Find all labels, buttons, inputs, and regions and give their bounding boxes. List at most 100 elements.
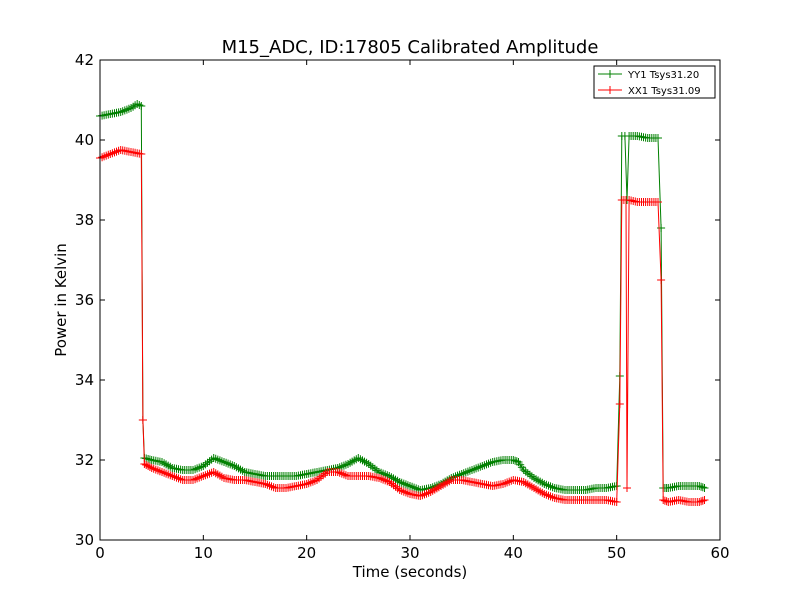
data-point	[536, 487, 545, 496]
data-point	[445, 477, 454, 486]
data-point	[341, 471, 350, 480]
data-point	[213, 470, 222, 479]
data-point	[213, 455, 222, 464]
data-point	[217, 472, 226, 481]
legend-label: XX1 Tsys31.09	[628, 86, 701, 97]
chart-title: M15_ADC, ID:17805 Calibrated Amplitude	[222, 37, 599, 58]
data-point	[416, 492, 425, 500]
data-point	[375, 474, 383, 482]
data-point	[441, 479, 450, 488]
data-point	[129, 102, 138, 111]
data-point	[381, 476, 390, 485]
data-point	[540, 480, 549, 488]
data-point	[364, 460, 373, 468]
data-point	[168, 472, 177, 480]
data-point	[377, 474, 386, 483]
data-point	[439, 480, 448, 489]
data-point	[437, 482, 445, 490]
x-tick-label: 60	[710, 544, 729, 562]
data-point	[197, 462, 206, 471]
data-point	[317, 472, 326, 481]
data-point	[519, 478, 528, 486]
data-point	[211, 454, 220, 463]
legend: YY1 Tsys31.20 XX1 Tsys31.09	[593, 65, 716, 99]
data-point	[308, 477, 317, 486]
data-point	[521, 467, 530, 476]
data-point	[532, 475, 541, 484]
data-point	[147, 464, 156, 472]
data-point	[459, 469, 468, 478]
data-point	[461, 468, 470, 477]
data-point	[426, 488, 435, 496]
x-tick-label: 50	[607, 544, 626, 562]
data-point	[654, 134, 662, 142]
data-point	[654, 198, 662, 206]
data-point	[700, 496, 709, 504]
data-point	[226, 460, 235, 469]
data-point	[232, 463, 241, 472]
data-point	[228, 461, 237, 470]
data-point	[162, 469, 171, 478]
x-axis-label: Time (seconds)	[352, 563, 468, 581]
data-point	[201, 471, 210, 480]
data-point	[191, 475, 200, 484]
data-point	[391, 482, 400, 491]
data-point	[195, 463, 204, 472]
data-point	[424, 488, 433, 497]
y-tick-label: 30	[75, 531, 94, 549]
data-point	[465, 466, 474, 475]
data-point	[195, 473, 204, 482]
data-point	[519, 466, 528, 474]
data-point	[532, 485, 541, 494]
data-point	[430, 485, 439, 494]
data-point	[172, 473, 181, 482]
data-point	[193, 474, 202, 483]
data-point	[486, 458, 495, 467]
data-point	[341, 460, 350, 469]
data-point	[310, 476, 319, 485]
data-point	[544, 481, 553, 490]
data-point	[164, 470, 173, 479]
data-point	[158, 458, 166, 466]
data-point	[534, 476, 543, 485]
data-point	[499, 480, 507, 488]
data-point	[189, 466, 197, 474]
data-point	[501, 479, 510, 488]
data-point	[538, 488, 547, 497]
data-point	[410, 483, 419, 492]
data-point	[546, 482, 555, 491]
data-point	[306, 478, 315, 487]
data-point	[527, 472, 536, 481]
data-point	[122, 105, 131, 114]
data-point	[540, 490, 549, 498]
data-point	[315, 474, 324, 483]
data-point	[395, 486, 404, 494]
data-point	[395, 478, 404, 486]
data-point	[265, 481, 274, 490]
data-point	[383, 477, 392, 486]
data-point	[358, 456, 367, 465]
data-point	[140, 460, 149, 468]
data-point	[124, 104, 133, 113]
data-point	[472, 464, 481, 473]
data-point	[546, 492, 555, 501]
data-point	[385, 478, 394, 486]
data-point	[176, 475, 185, 484]
data-point	[403, 489, 412, 498]
x-tick-label: 40	[504, 544, 523, 562]
data-point	[339, 461, 348, 470]
data-point	[261, 480, 270, 488]
data-point	[199, 472, 208, 480]
series-line	[99, 103, 705, 491]
data-point	[544, 491, 553, 500]
data-point	[354, 454, 363, 462]
data-point	[137, 150, 146, 158]
data-point	[698, 483, 707, 492]
data-point	[217, 457, 226, 466]
legend-marker	[606, 86, 614, 94]
data-point	[224, 459, 233, 468]
data-point	[313, 476, 321, 484]
data-point	[397, 486, 406, 495]
x-tick-label: 0	[95, 544, 105, 562]
